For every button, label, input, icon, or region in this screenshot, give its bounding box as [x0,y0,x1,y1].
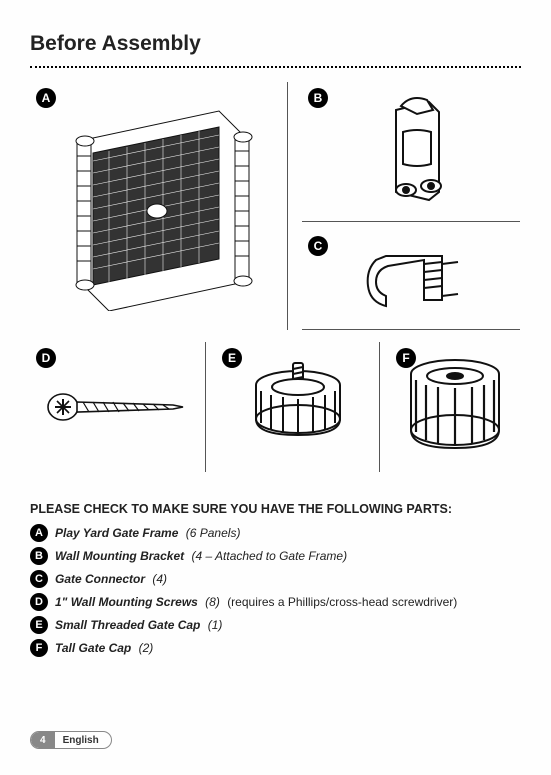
list-badge: A [30,524,48,542]
part-name: Tall Gate Cap [55,641,131,655]
diagram-cell-e: E [216,342,380,472]
part-note: (requires a Phillips/cross-head screwdri… [227,595,457,609]
list-badge: D [30,593,48,611]
gate-connector-illustration [346,240,476,320]
list-badge: B [30,547,48,565]
cell-badge-d: D [36,348,56,368]
wall-bracket-illustration [351,92,471,212]
page-footer: 4 English [30,731,112,749]
cell-badge-e: E [222,348,242,368]
list-badge: E [30,616,48,634]
part-name: Small Threaded Gate Cap [55,618,200,632]
screw-illustration [43,382,193,432]
part-name: 1" Wall Mounting Screws [55,595,198,609]
parts-list-item: D 1" Wall Mounting Screws (8) (requires … [30,593,521,611]
diagram-cell-c: C [302,230,520,330]
page-number: 4 [31,732,55,748]
page-language: English [55,735,111,746]
part-qty: (1) [208,618,223,632]
diagram-cell-d: D [30,342,206,472]
part-qty: (4) [152,572,167,586]
diagram-cell-b: B [302,82,520,222]
parts-diagram-grid: A [30,82,521,482]
part-name: Wall Mounting Bracket [55,549,184,563]
page-number-pill: 4 English [30,731,112,749]
tall-cap-illustration [400,352,510,462]
cell-badge-b: B [308,88,328,108]
list-badge: F [30,639,48,657]
parts-list-item: B Wall Mounting Bracket (4 – Attached to… [30,547,521,565]
parts-list: A Play Yard Gate Frame (6 Panels) B Wall… [30,524,521,657]
part-qty: (2) [139,641,154,655]
part-qty: (8) [205,595,220,609]
part-name: Gate Connector [55,572,145,586]
diagram-cell-a: A [30,82,288,330]
cell-badge-c: C [308,236,328,256]
title-dotted-rule [30,66,521,68]
parts-list-item: F Tall Gate Cap (2) [30,639,521,657]
small-cap-illustration [243,357,353,457]
list-badge: C [30,570,48,588]
part-qty: (4 – Attached to Gate Frame) [191,549,347,563]
gate-frame-illustration [49,101,269,311]
diagram-cell-f: F [390,342,520,472]
page-title: Before Assembly [30,32,521,56]
parts-check-heading: PLEASE CHECK TO MAKE SURE YOU HAVE THE F… [30,502,521,516]
parts-list-item: C Gate Connector (4) [30,570,521,588]
part-qty: (6 Panels) [186,526,241,540]
parts-list-item: E Small Threaded Gate Cap (1) [30,616,521,634]
part-name: Play Yard Gate Frame [55,526,178,540]
parts-list-item: A Play Yard Gate Frame (6 Panels) [30,524,521,542]
